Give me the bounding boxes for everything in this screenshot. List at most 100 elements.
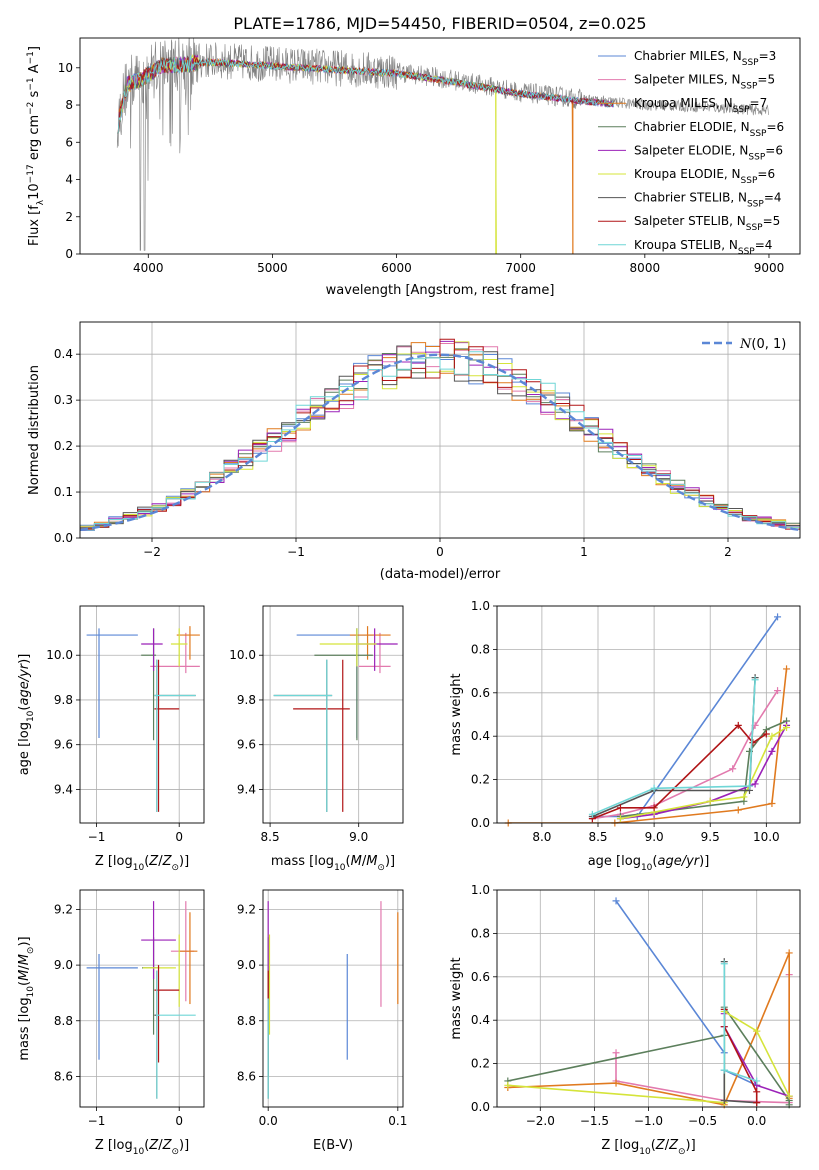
- panel-weight-vs-age: 8.0 8.5 9.0 9.5 10.0 0.0 0.2 0.4 0.6 0.8 1.0 age [l…: [449, 599, 801, 873]
- label-part: age/yr: [657, 854, 700, 869]
- legend-tail: =3: [759, 49, 777, 63]
- weight-marker-kroupa-elodie: [706, 797, 714, 805]
- label-part: )]: [699, 854, 709, 869]
- y-tick-label: 0.2: [471, 1057, 490, 1071]
- data-spectrum-line: [116, 38, 769, 251]
- label-part: −17: [26, 164, 36, 183]
- label-part: age [log: [17, 722, 32, 775]
- x-tick-label: −0.5: [688, 1114, 717, 1128]
- weight-line-chabrier-miles: [615, 900, 758, 1087]
- y-tick-label: 0.8: [471, 926, 490, 940]
- y-tick-label: 0.0: [54, 531, 73, 545]
- weight-marker-kroupa-miles: [783, 665, 791, 673]
- x-tick-label: 7000: [505, 261, 536, 275]
- y-tick-label: 0.2: [54, 439, 73, 453]
- legend-subscript: SSP: [747, 200, 764, 210]
- weight-marker-kroupa-stelib: [720, 1066, 728, 1074]
- weight-marker-kroupa-stelib: [753, 1077, 761, 1085]
- weight-marker-kroupa-stelib: [650, 784, 658, 792]
- label-part: −2: [26, 102, 36, 115]
- weight-marker-salpeter-stelib: [753, 1099, 761, 1107]
- weight-marker-kroupa-stelib: [746, 782, 753, 790]
- weight-marker-kroupa-elodie: [783, 724, 791, 732]
- label-part: 10: [639, 1147, 651, 1157]
- x-axis-label: age [log10(age/yr)]: [588, 854, 710, 873]
- label-part: ⊙: [171, 863, 179, 873]
- label-part: Z [log: [95, 854, 133, 869]
- y-tick-label: 9.8: [237, 693, 256, 707]
- x-tick-label: 9.5: [701, 830, 720, 844]
- weight-marker-salpeter-stelib: [762, 730, 770, 738]
- label-part: 10: [133, 863, 145, 873]
- weight-marker-kroupa-elodie: [768, 732, 776, 740]
- weight-marker-salpeter-stelib: [650, 804, 658, 812]
- label-part: ⊙: [377, 863, 385, 873]
- label-part: A: [27, 64, 42, 77]
- label-part: M: [17, 970, 32, 981]
- y-tick-label: 9.8: [54, 693, 73, 707]
- label-part: /: [362, 854, 367, 869]
- weight-marker-chabrier-miles: [612, 897, 620, 905]
- label-part: 10: [27, 183, 42, 200]
- legend-subscript: SSP: [741, 82, 758, 92]
- label-part: )]: [385, 854, 395, 869]
- weight-marker-salpeter-stelib: [616, 804, 624, 812]
- label-part: 10: [334, 863, 346, 873]
- label-part: )]: [17, 936, 32, 946]
- x-tick-label: 0: [436, 545, 444, 559]
- label-part: M: [351, 854, 362, 869]
- panel-weight-vs-z: −2.0 −1.5 −1.0 −0.5 0.0 0.0 0.2 0.4 0.6 0.8 1.0 Z […: [449, 883, 801, 1157]
- histogram-kroupa-stelib: [80, 351, 800, 531]
- x-tick-label: 9000: [754, 261, 785, 275]
- y-tick-label: 10: [58, 61, 73, 75]
- label-part: Z: [668, 1138, 679, 1153]
- y-axis-label: Flux [fλ10−17 erg cm−2 s−1 A−1]: [26, 46, 46, 246]
- legend-text: N: [739, 337, 752, 352]
- legend-tail: =7: [750, 96, 768, 110]
- panel-mass-vs-z: −1 08.68.89.09.2Z [log10(Z/Z⊙)]mass [log1…: [17, 889, 205, 1157]
- label-part: −1: [26, 51, 36, 64]
- y-tick-label: 8.8: [54, 1014, 73, 1028]
- x-tick-label: 5000: [257, 261, 288, 275]
- panel-spectrum: 4000 5000 6000 7000 8000 9000 0 2 4 6 8 10 wavelengt…: [26, 37, 801, 298]
- weight-line-salpeter-elodie: [620, 725, 788, 820]
- y-tick-label: 2: [65, 210, 73, 224]
- x-tick-label: 0: [175, 1114, 183, 1128]
- label-part: Z [log: [95, 1138, 133, 1153]
- weight-marker-kroupa-miles: [785, 949, 793, 957]
- y-tick-label: 1.0: [471, 883, 490, 897]
- x-tick-label: −1: [88, 830, 106, 844]
- legend-label-kroupa-stelib: Kroupa STELIB, NSSP=4: [634, 238, 772, 257]
- y-tick-label: 9.6: [54, 738, 73, 752]
- x-tick-label: 4000: [133, 261, 164, 275]
- axes-frame: [79, 605, 205, 824]
- weight-marker-salpeter-stelib: [749, 739, 757, 747]
- label-part: 10: [26, 710, 36, 722]
- y-tick-label: 0: [65, 247, 73, 261]
- y-tick-label: 0.4: [471, 729, 490, 743]
- y-tick-label: 9.0: [54, 958, 73, 972]
- legend-text: Chabrier STELIB, N: [634, 191, 747, 205]
- label-part: (: [17, 706, 32, 711]
- legend-subscript: SSP: [748, 152, 765, 162]
- y-tick-label: 0.1: [54, 485, 73, 499]
- weight-marker-kroupa-elodie: [616, 815, 624, 823]
- legend-label-kroupa-miles: Kroupa MILES, NSSP=7: [634, 96, 767, 115]
- weight-line-salpeter-stelib: [592, 724, 767, 820]
- x-tick-label: 1: [580, 545, 588, 559]
- weight-marker-kroupa-miles: [612, 1079, 620, 1087]
- label-part: ]: [27, 46, 42, 51]
- y-tick-label: 0.8: [471, 642, 490, 656]
- x-tick-label: 0.1: [388, 1114, 407, 1128]
- legend-label-chabrier-stelib: Chabrier STELIB, NSSP=4: [634, 191, 782, 210]
- weight-marker-kroupa-miles: [768, 799, 776, 807]
- axes-frame: [79, 37, 801, 255]
- legend-subscript: SSP: [742, 58, 759, 68]
- y-tick-label: 8.6: [54, 1069, 73, 1083]
- x-axis-label: wavelength [Angstrom, rest frame]: [326, 283, 555, 298]
- y-tick-label: 0.3: [54, 393, 73, 407]
- label-part: Z: [148, 1138, 159, 1153]
- legend-label-chabrier-elodie: Chabrier ELODIE, NSSP=6: [634, 120, 784, 139]
- y-tick-label: 0.4: [471, 1013, 490, 1027]
- label-part: /: [158, 1138, 163, 1153]
